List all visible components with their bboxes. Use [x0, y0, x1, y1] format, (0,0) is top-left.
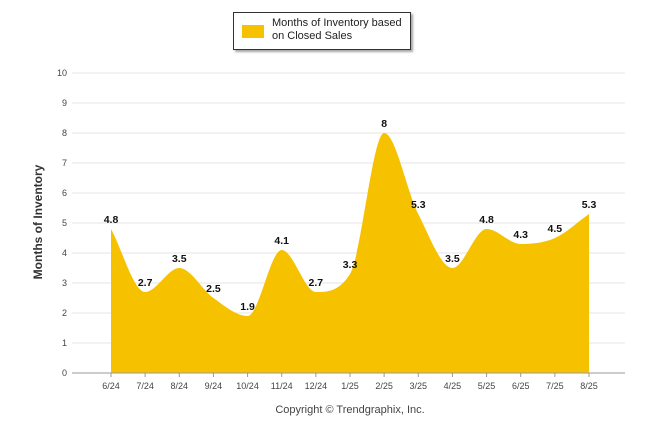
y-tick-label: 1: [62, 338, 67, 348]
data-label: 2.7: [309, 277, 324, 289]
y-tick-label: 5: [62, 218, 67, 228]
y-tick-label: 7: [62, 158, 67, 168]
x-tick-label: 10/24: [236, 381, 259, 391]
data-label: 4.5: [548, 223, 563, 235]
x-axis-ticks: 6/24 7/24 8/24 9/24 10/24 11/24 12/24 1/25 2/25 3…: [102, 373, 598, 391]
copyright-credit: Copyright © Trendgraphix, Inc.: [275, 404, 424, 416]
data-label: 4.1: [274, 235, 289, 247]
x-tick-label: 5/25: [478, 381, 496, 391]
y-tick-label: 4: [62, 248, 67, 258]
data-label: 4.3: [513, 229, 528, 241]
x-tick-label: 11/24: [271, 381, 293, 391]
y-axis-label: Months of Inventory: [31, 164, 45, 279]
legend-label: Months of Inventory based on Closed Sale…: [272, 17, 402, 42]
data-label: 5.3: [582, 199, 597, 211]
data-label: 8: [381, 118, 387, 130]
x-tick-label: 2/25: [375, 381, 393, 391]
x-tick-label: 3/25: [410, 381, 428, 391]
y-axis-ticks: 0 1 2 3 4 5 6 7 8 9 10: [57, 68, 67, 378]
data-label: 2.5: [206, 283, 221, 295]
x-tick-label: 12/24: [305, 381, 328, 391]
legend-swatch: [242, 25, 264, 38]
y-tick-label: 2: [62, 308, 67, 318]
y-tick-label: 8: [62, 128, 67, 138]
data-label: 1.9: [240, 301, 255, 313]
x-tick-label: 1/25: [341, 381, 359, 391]
area-series: [111, 133, 589, 373]
x-tick-label: 9/24: [205, 381, 223, 391]
data-labels: 4.8 2.7 3.5 2.5 1.9 4.1 2.7 3.3 8 5.3 3.5 4.8 4.3 4.5…: [104, 118, 597, 313]
data-label: 3.3: [343, 259, 358, 271]
x-tick-label: 7/24: [136, 381, 154, 391]
y-tick-label: 3: [62, 278, 67, 288]
data-label: 2.7: [138, 277, 153, 289]
legend: Months of Inventory based on Closed Sale…: [233, 12, 411, 50]
x-tick-label: 6/25: [512, 381, 530, 391]
y-tick-label: 0: [62, 368, 67, 378]
x-tick-label: 6/24: [102, 381, 120, 391]
y-tick-label: 9: [62, 98, 67, 108]
data-label: 4.8: [104, 214, 119, 226]
x-tick-label: 8/25: [580, 381, 598, 391]
data-label: 3.5: [445, 253, 460, 265]
data-label: 4.8: [479, 214, 494, 226]
y-tick-label: 10: [57, 68, 67, 78]
x-tick-label: 4/25: [444, 381, 462, 391]
y-tick-label: 6: [62, 188, 67, 198]
data-label: 5.3: [411, 199, 426, 211]
x-tick-label: 7/25: [546, 381, 564, 391]
data-label: 3.5: [172, 253, 187, 265]
x-tick-label: 8/24: [171, 381, 189, 391]
